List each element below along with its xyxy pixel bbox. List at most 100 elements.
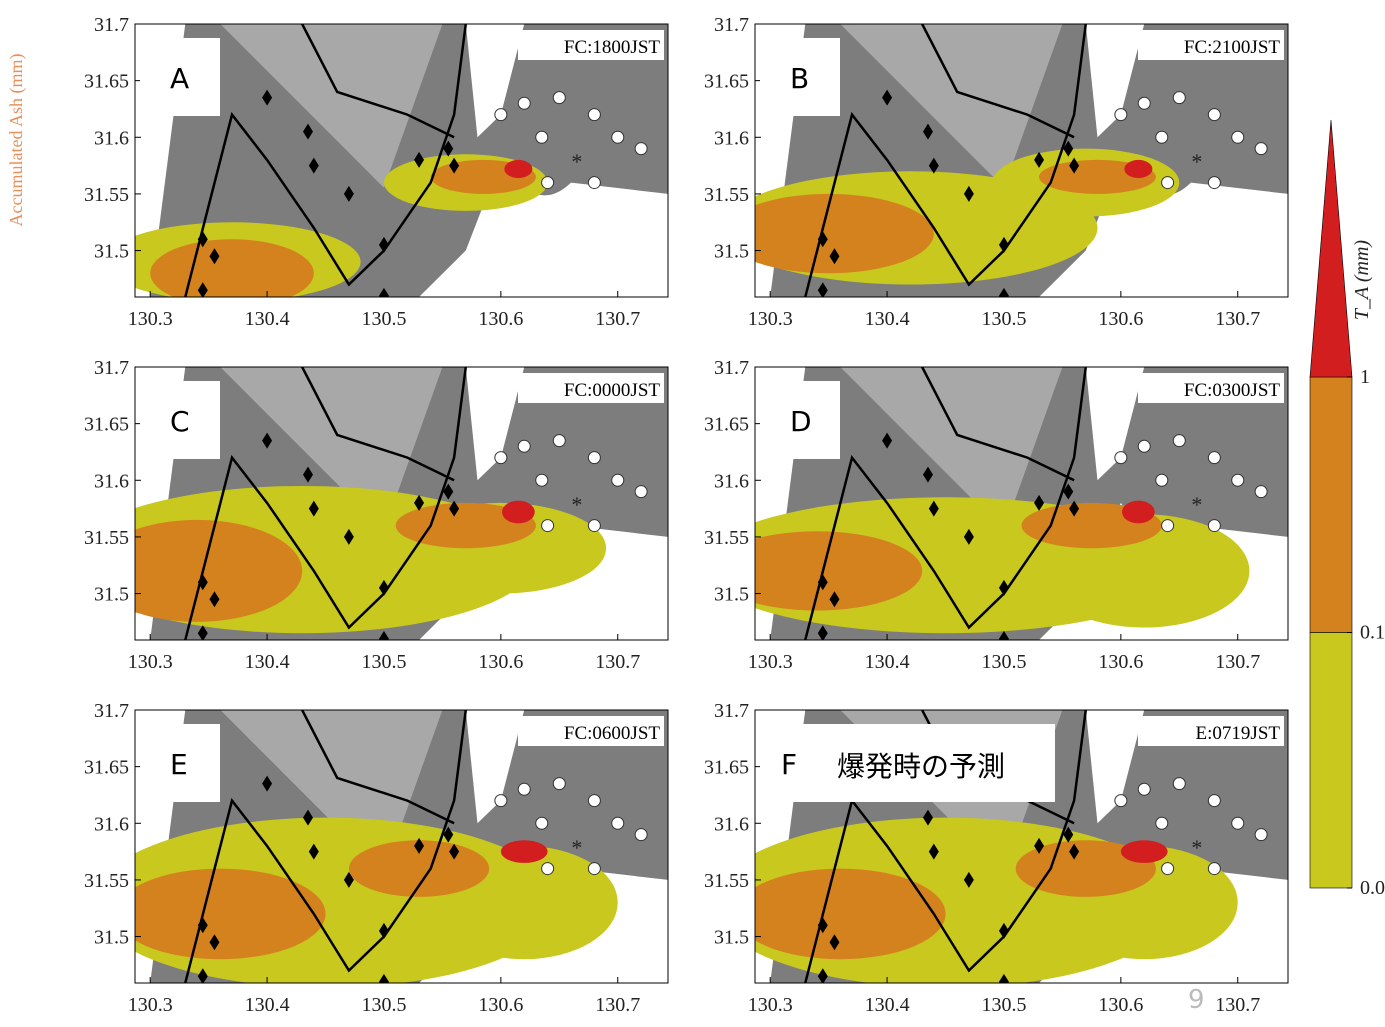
x-tick-label: 130.3	[748, 994, 793, 1016]
border	[184, 24, 468, 297]
map-area: *	[755, 24, 1288, 297]
x-tick-label: 130.6	[1098, 994, 1143, 1016]
colorbar-title: T_A (mm)	[1351, 240, 1373, 321]
y-tick-label: 31.55	[704, 184, 749, 206]
station-diamond	[449, 157, 460, 174]
sea-east	[1085, 710, 1145, 824]
station-circle	[1254, 828, 1268, 842]
station-diamond	[302, 123, 313, 140]
station-diamond	[197, 231, 208, 248]
y-tick-label: 31.6	[94, 813, 129, 835]
station-diamond	[197, 968, 208, 983]
station-diamond	[209, 248, 220, 265]
border	[804, 710, 1088, 983]
vent: *	[1191, 492, 1202, 517]
map-area: *	[135, 367, 668, 640]
ash-plume	[1120, 840, 1168, 863]
border	[301, 367, 455, 482]
panel-time: E:0719JST	[1196, 723, 1281, 744]
station-diamond	[1063, 483, 1074, 500]
y-tick-label: 31.7	[714, 357, 749, 379]
ash-plume	[135, 519, 303, 622]
border	[804, 367, 1088, 640]
station-diamond	[817, 574, 828, 591]
ash-plume	[395, 502, 536, 549]
x-tick-label: 130.3	[128, 308, 173, 330]
x-tick-label: 130.4	[865, 308, 910, 330]
station-circle	[517, 439, 531, 453]
station-diamond	[197, 917, 208, 934]
y-tick-label: 31.5	[94, 584, 129, 606]
y-tick-label: 31.55	[84, 527, 129, 549]
station-circle	[1161, 862, 1175, 876]
map-panel: * 130.3 130.4 130.5 130.6 130.7 31.7 31.65 31.6 3…	[84, 700, 669, 1016]
border	[921, 367, 1075, 482]
station-diamond	[414, 151, 425, 168]
station-diamond	[1034, 837, 1045, 854]
colorbar-extension	[1309, 119, 1353, 378]
station-diamond	[308, 500, 319, 517]
y-tick-label: 31.65	[704, 71, 749, 93]
station-diamond	[817, 968, 828, 983]
vent: *	[571, 492, 582, 517]
relief	[840, 367, 1063, 531]
map-area: *	[135, 710, 668, 983]
x-tick-label: 130.5	[981, 994, 1026, 1016]
vent: *	[1191, 835, 1202, 860]
station-diamond	[302, 466, 313, 483]
station-diamond	[197, 574, 208, 591]
x-tick-label: 130.4	[245, 651, 290, 673]
ash-plume	[755, 531, 923, 611]
panel-label: C	[170, 405, 190, 438]
station-diamond	[998, 236, 1009, 253]
station-diamond	[197, 625, 208, 640]
station-circle	[1161, 176, 1175, 190]
y-tick-label: 31.7	[94, 357, 129, 379]
station-circle	[1114, 794, 1128, 808]
ash-plume	[504, 159, 533, 179]
station-circle	[1207, 794, 1221, 808]
map-area: *	[135, 24, 668, 297]
station-circle	[634, 142, 648, 156]
x-tick-label: 130.7	[595, 308, 640, 330]
x-tick-label: 130.5	[361, 308, 406, 330]
frame	[754, 366, 1289, 641]
map-panel: * 130.3 130.4 130.5 130.6 130.7 31.7 31.65 31.6 3…	[84, 357, 669, 673]
station-diamond	[197, 282, 208, 297]
x-tick-label: 130.3	[748, 651, 793, 673]
x-tick-label: 130.5	[361, 994, 406, 1016]
station-diamond	[963, 528, 974, 545]
y-tick-label: 31.65	[84, 71, 129, 93]
ash-plume	[1124, 159, 1153, 179]
station-circle	[1207, 108, 1221, 122]
station-diamond	[928, 157, 939, 174]
map-panel: * 130.3 130.4 130.5 130.6 130.7 31.7 31.65 31.6 3…	[84, 14, 669, 330]
station-circle	[1207, 176, 1221, 190]
station-circle	[1172, 91, 1186, 105]
panel-time: FC:1800JST	[564, 37, 660, 58]
station-circle	[535, 816, 549, 830]
colorbar-segment	[1309, 632, 1353, 889]
station-circle	[1161, 519, 1175, 533]
station-diamond	[343, 185, 354, 202]
station-circle	[1254, 485, 1268, 499]
station-diamond	[262, 775, 273, 792]
station-circle	[587, 451, 601, 465]
map-panel: * 130.3 130.4 130.5 130.6 130.7 31.7 31.65 31.6 3…	[704, 357, 1289, 673]
ash-plume	[135, 868, 326, 960]
station-diamond	[1063, 140, 1074, 157]
label-box	[140, 38, 220, 116]
station-circle	[1231, 816, 1245, 830]
time-box	[518, 30, 664, 60]
panel-time: FC:0600JST	[564, 723, 660, 744]
station-diamond	[378, 236, 389, 253]
station-circle	[1155, 130, 1169, 144]
border	[921, 24, 1075, 139]
x-tick-label: 130.6	[478, 308, 523, 330]
y-tick-label: 31.6	[94, 470, 129, 492]
x-tick-label: 130.6	[478, 651, 523, 673]
station-circle	[541, 862, 555, 876]
station-circle	[1155, 816, 1169, 830]
station-diamond	[1034, 494, 1045, 511]
